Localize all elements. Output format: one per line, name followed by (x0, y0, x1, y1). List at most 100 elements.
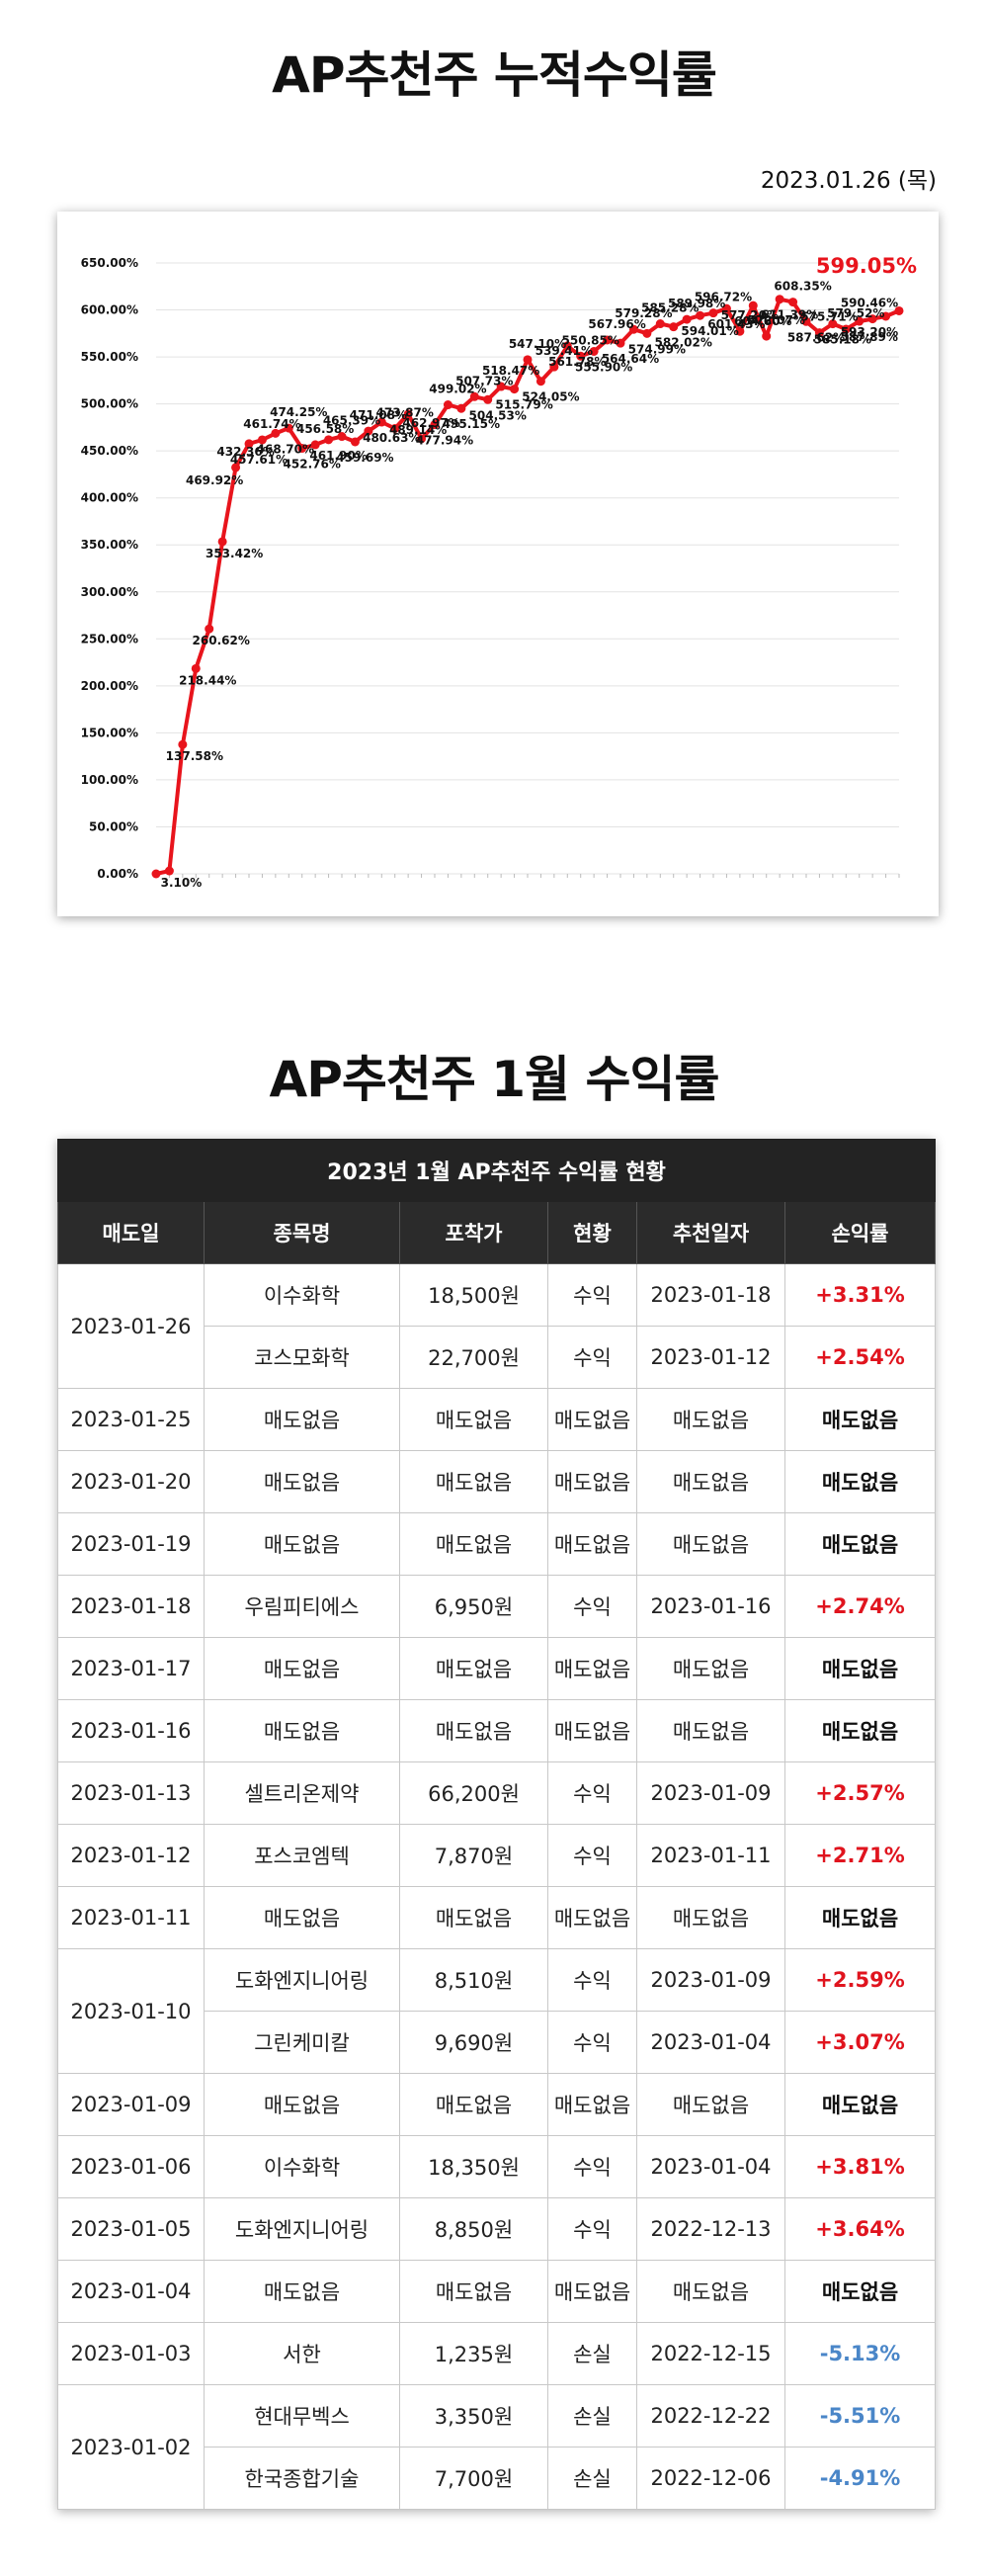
data-label: 461.74% (243, 417, 300, 431)
data-point (205, 624, 214, 634)
data-label: 473.87% (376, 405, 434, 419)
data-label: 459.69% (336, 451, 393, 465)
stock-name-cell: 셀트리온제약 (204, 1761, 400, 1825)
recommend-date-cell: 매도없음 (636, 1886, 785, 1949)
recommend-date-cell: 2022-12-06 (636, 2447, 785, 2510)
stock-name-cell: 매도없음 (204, 2260, 400, 2323)
capture-price-cell: 18,350원 (399, 2135, 548, 2198)
data-point (549, 362, 559, 372)
data-point (775, 295, 784, 304)
stock-name-cell: 매도없음 (204, 1886, 400, 1949)
data-point (696, 310, 705, 320)
data-label: 564.64% (602, 352, 659, 366)
data-label: 469.92% (186, 473, 243, 487)
capture-price-cell: 8,850원 (399, 2197, 548, 2261)
y-tick-label: 450.00% (81, 444, 138, 458)
capture-price-cell: 3,350원 (399, 2384, 548, 2447)
sell-date-cell: 2023-01-05 (57, 2197, 205, 2261)
recommend-date-cell: 매도없음 (636, 1450, 785, 1513)
stock-name-cell: 이수화학 (204, 1263, 400, 1327)
data-label: 539.41% (535, 344, 593, 358)
data-point (828, 319, 838, 329)
data-point (271, 428, 281, 438)
sell-date-cell: 2023-01-20 (57, 1450, 205, 1513)
data-label: 585.18% (814, 333, 871, 347)
table-row: 2023-01-11 매도없음 매도없음 매도없음 매도없음 매도없음 (57, 1886, 937, 1949)
column-header: 매도일 (57, 1201, 205, 1264)
recommend-date-cell: 매도없음 (636, 2073, 785, 2136)
sell-date-cell: 2023-01-09 (57, 2073, 205, 2136)
return-rate-cell: +3.64% (783, 2197, 937, 2261)
status-cell: 수익 (547, 1575, 637, 1638)
data-point (151, 869, 161, 879)
data-point (589, 346, 599, 356)
data-label: 596.72% (695, 291, 752, 304)
sell-date-cell: 2023-01-03 (57, 2322, 205, 2385)
data-point (456, 403, 466, 413)
latest-value-label: 599.05% (816, 254, 917, 278)
data-label: 137.58% (166, 749, 223, 763)
status-cell: 매도없음 (547, 1512, 637, 1576)
return-rate-cell: +3.81% (783, 2135, 937, 2198)
status-cell: 손실 (547, 2447, 637, 2510)
recommend-date-cell: 2023-01-16 (636, 1575, 785, 1638)
table-header-row: 매도일 종목명 포착가 현황 추천일자 손익률 (57, 1201, 937, 1264)
stock-name-cell: 도화엔지니어링 (204, 1948, 400, 2012)
recommend-date-cell: 2023-01-09 (636, 1761, 785, 1825)
status-cell: 손실 (547, 2384, 637, 2447)
column-header: 포착가 (399, 1201, 548, 1264)
data-point (231, 463, 241, 472)
y-tick-label: 600.00% (81, 303, 138, 317)
table-row: 2023-01-17 매도없음 매도없음 매도없음 매도없음 매도없음 (57, 1637, 937, 1700)
data-label: 593.20% (841, 325, 898, 339)
status-cell: 수익 (547, 2135, 637, 2198)
data-point (628, 324, 638, 334)
return-rate-cell: -4.91% (783, 2447, 937, 2510)
data-point (390, 423, 400, 433)
y-tick-label: 350.00% (81, 538, 138, 552)
data-point (164, 866, 174, 876)
table-row: 2023-01-13 셀트리온제약 66,200원 수익 2023-01-09 +2.57… (57, 1761, 937, 1825)
stock-name-cell: 서한 (204, 2322, 400, 2385)
data-label: 218.44% (179, 673, 236, 687)
capture-price-cell: 66,200원 (399, 1761, 548, 1825)
sell-date-cell: 2023-01-18 (57, 1575, 205, 1638)
return-rate-cell: +3.07% (783, 2011, 937, 2074)
data-point (762, 331, 772, 341)
data-label: 585.28% (641, 301, 699, 315)
stock-name-cell: 우림피티에스 (204, 1575, 400, 1638)
data-point (814, 328, 824, 338)
data-label: 590.46% (841, 297, 898, 310)
sell-date-cell: 2023-01-06 (57, 2135, 205, 2198)
status-cell: 매도없음 (547, 1637, 637, 1700)
status-cell: 매도없음 (547, 2073, 637, 2136)
recommend-date-cell: 2022-12-22 (636, 2384, 785, 2447)
data-label: 3.10% (161, 876, 203, 890)
y-tick-label: 500.00% (81, 397, 138, 411)
column-header: 추천일자 (636, 1201, 785, 1264)
capture-price-cell: 1,235원 (399, 2322, 548, 2385)
return-rate-cell: 매도없음 (783, 1699, 937, 1762)
monthly-return-title: AP추천주 1월 수익률 (269, 1051, 720, 1108)
monthly-return-table: 2023년 1월 AP추천주 수익률 현황 매도일 종목명 포착가 현황 추천일자 손익률… (56, 1139, 937, 2510)
data-label: 608.35% (774, 280, 831, 294)
table-row: 2023-01-20 매도없음 매도없음 매도없음 매도없음 매도없음 (57, 1450, 937, 1513)
report-date: 2023.01.26 (목) (760, 168, 937, 194)
data-label: 577.20% (721, 308, 779, 322)
data-label: 611.39% (761, 308, 818, 322)
data-label: 579.28% (615, 306, 672, 320)
status-cell: 손실 (547, 2322, 637, 2385)
sell-date-cell: 2023-01-13 (57, 1761, 205, 1825)
capture-price-cell: 매도없음 (399, 1886, 548, 1949)
return-rate-cell: +2.57% (783, 1761, 937, 1825)
status-cell: 수익 (547, 1263, 637, 1327)
status-cell: 매도없음 (547, 2260, 637, 2323)
data-point (523, 355, 533, 365)
data-label: 589.98% (668, 297, 725, 310)
data-point (483, 394, 493, 404)
data-label: 507.73% (455, 374, 513, 387)
return-rate-cell: 매도없음 (783, 2073, 937, 2136)
stock-name-cell: 매도없음 (204, 1450, 400, 1513)
capture-price-cell: 매도없음 (399, 2073, 548, 2136)
data-point (257, 435, 267, 445)
